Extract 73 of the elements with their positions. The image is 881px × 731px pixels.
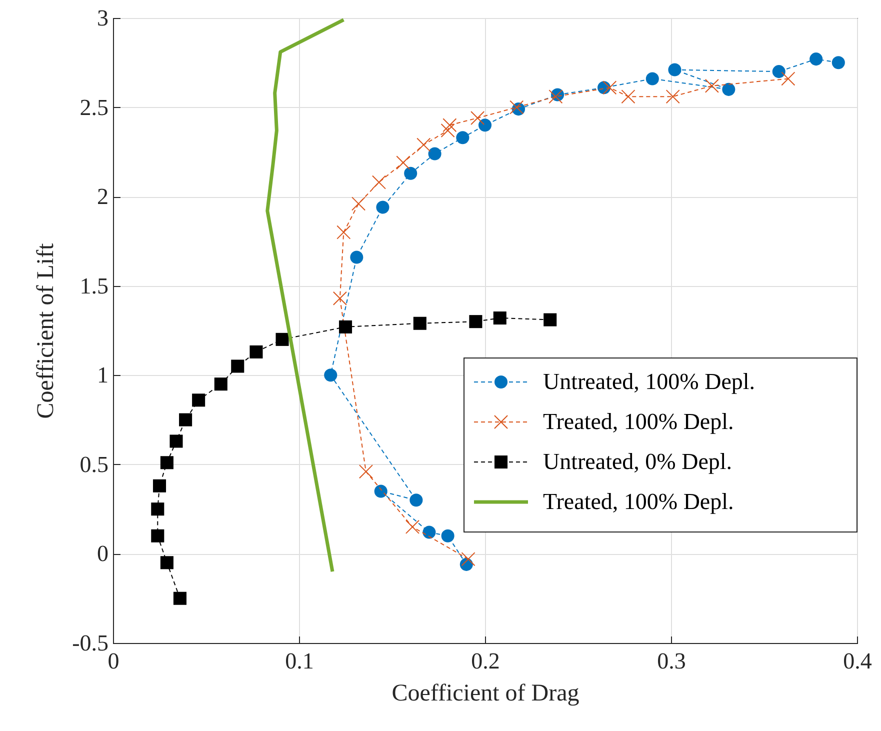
point — [332, 291, 347, 306]
y-tick-label: -0.5 — [72, 630, 108, 656]
point — [404, 166, 418, 180]
legend-label: Treated, 100% Depl. — [543, 409, 734, 434]
point — [396, 156, 410, 170]
point — [544, 313, 557, 326]
y-tick-label: 1.5 — [80, 273, 108, 298]
point — [405, 520, 420, 534]
point — [179, 413, 192, 426]
point — [276, 332, 289, 346]
point — [440, 123, 455, 138]
point — [442, 118, 457, 132]
point — [416, 138, 431, 152]
point — [810, 52, 823, 66]
point — [151, 529, 164, 542]
legend-label: Untreated, 100% Depl. — [543, 369, 756, 394]
point — [372, 175, 386, 190]
point — [548, 90, 563, 104]
legend-label: Treated, 100% Depl. — [543, 489, 734, 514]
point — [338, 320, 352, 334]
point — [469, 315, 482, 328]
point — [350, 250, 364, 264]
point — [376, 200, 390, 214]
point — [422, 526, 436, 539]
line-series — [266, 18, 346, 574]
point — [160, 456, 174, 470]
point — [358, 464, 373, 479]
point — [832, 56, 845, 70]
x-tick-label: 0.4 — [843, 648, 872, 674]
point — [621, 90, 636, 104]
x-tick-label: 0.1 — [285, 648, 314, 674]
y-axis-title: Coefficient of Lift — [33, 242, 60, 419]
point — [668, 63, 682, 76]
point — [772, 65, 786, 78]
point — [704, 78, 719, 93]
point — [170, 434, 183, 448]
point — [336, 225, 351, 240]
y-tick-label: 2.5 — [80, 94, 108, 120]
y-tick-label: 2 — [97, 184, 108, 210]
y-tick-label: 0 — [97, 541, 108, 566]
x-tick-label: 0.3 — [657, 648, 686, 674]
x-axis-title: Coefficient of Drag — [392, 680, 580, 706]
point — [374, 484, 388, 498]
point — [410, 494, 423, 507]
point — [151, 502, 164, 516]
point — [646, 72, 659, 86]
point — [231, 360, 244, 373]
point — [152, 479, 166, 492]
point — [428, 147, 442, 160]
point — [192, 394, 206, 407]
point — [493, 311, 506, 325]
point — [324, 368, 338, 382]
y-tick-label: 1 — [97, 362, 108, 388]
point — [666, 90, 680, 104]
point — [214, 378, 228, 391]
point — [413, 316, 426, 330]
y-tick-label: 0.5 — [80, 452, 108, 477]
point — [441, 529, 454, 542]
legend-label: Untreated, 0% Depl. — [543, 449, 732, 474]
point — [722, 82, 736, 96]
point — [478, 118, 492, 132]
point — [456, 131, 470, 144]
point — [470, 110, 485, 126]
point — [461, 552, 476, 566]
point — [510, 100, 524, 114]
y-tick-label: 3 — [97, 6, 108, 30]
point — [781, 72, 796, 86]
point — [160, 556, 174, 570]
point — [352, 196, 366, 211]
x-tick-label: 0.2 — [471, 648, 500, 674]
point — [250, 345, 263, 358]
point — [602, 80, 617, 95]
point — [173, 592, 186, 605]
